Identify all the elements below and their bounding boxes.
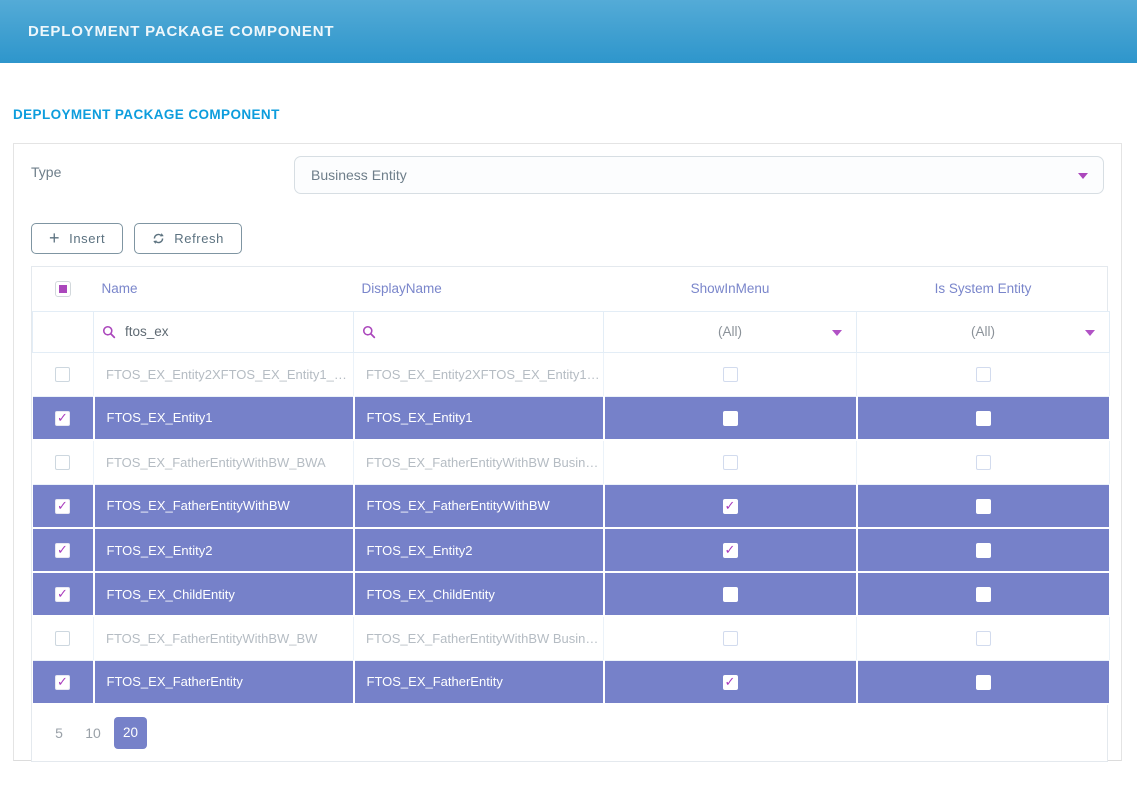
cell-display-name: FTOS_EX_FatherEntityWithBW (353, 484, 605, 529)
toolbar: + Insert Refresh (31, 223, 1104, 254)
is-system-checkbox[interactable] (975, 587, 991, 603)
page-title: DEPLOYMENT PACKAGE COMPONENT (13, 107, 280, 122)
show-in-menu-filter-dropdown[interactable]: (All) (603, 310, 857, 353)
type-label: Type (31, 164, 62, 180)
show-in-menu-checkbox[interactable] (722, 542, 738, 559)
type-form-row: Type Business Entity (31, 156, 1104, 194)
cell-name: FTOS_EX_FatherEntity (93, 660, 355, 705)
table-row[interactable]: FTOS_EX_Entity2 FTOS_EX_Entity2 (32, 528, 1111, 573)
display-name-filter-input[interactable] (385, 324, 578, 339)
table-header-row: Name DisplayName ShowInMenu Is System En… (33, 267, 1110, 311)
cell-display-name: FTOS_EX_Entity2XFTOS_EX_Entity1_M2M (353, 352, 604, 397)
cell-display-name: FTOS_EX_FatherEntityWithBW Business... (353, 616, 604, 661)
is-system-checkbox[interactable] (975, 543, 991, 559)
data-grid: Name DisplayName ShowInMenu Is System En… (31, 266, 1111, 762)
titlebar-title: DEPLOYMENT PACKAGE COMPONENT (28, 23, 335, 40)
show-in-menu-checkbox[interactable] (722, 455, 738, 471)
cell-display-name: FTOS_EX_Entity1 (353, 396, 605, 441)
type-dropdown[interactable]: Business Entity (294, 156, 1104, 194)
is-system-filter-value: (All) (971, 324, 995, 339)
row-select-checkbox[interactable] (55, 674, 70, 690)
table-row[interactable]: FTOS_EX_FatherEntityWithBW_BW FTOS_EX_Fa… (32, 616, 1110, 661)
row-select-checkbox[interactable] (55, 542, 70, 559)
show-in-menu-checkbox[interactable] (722, 631, 738, 647)
pagination: 5 10 20 (32, 705, 1107, 761)
is-system-checkbox[interactable] (975, 367, 991, 383)
refresh-button-label: Refresh (174, 231, 224, 246)
row-select-checkbox[interactable] (55, 455, 71, 471)
cell-name: FTOS_EX_FatherEntityWithBW (93, 484, 355, 529)
is-system-filter-dropdown[interactable]: (All) (856, 310, 1110, 353)
page-size-20[interactable]: 20 (114, 717, 147, 749)
insert-button-label: Insert (69, 231, 106, 246)
show-in-menu-checkbox[interactable] (722, 674, 738, 690)
row-select-checkbox[interactable] (55, 367, 71, 383)
select-all-checkbox[interactable] (55, 280, 71, 297)
filter-row: (All) (All) (32, 310, 1110, 353)
table-row[interactable]: FTOS_EX_FatherEntityWithBW_BWA FTOS_EX_F… (32, 440, 1110, 485)
row-select-checkbox[interactable] (55, 586, 70, 603)
cell-name: FTOS_EX_Entity2 (93, 528, 355, 573)
cell-display-name: FTOS_EX_FatherEntityWithBW Business... (353, 440, 604, 485)
cell-name: FTOS_EX_ChildEntity (93, 572, 355, 617)
type-dropdown-value: Business Entity (311, 167, 407, 183)
column-header-display-name[interactable]: DisplayName (361, 281, 442, 297)
table-row[interactable]: FTOS_EX_FatherEntity FTOS_EX_FatherEntit… (32, 660, 1111, 705)
is-system-checkbox[interactable] (975, 674, 991, 690)
main-panel: Type Business Entity + Insert (13, 143, 1122, 762)
column-header-show-in-menu[interactable]: ShowInMenu (690, 281, 770, 297)
is-system-checkbox[interactable] (975, 455, 991, 471)
column-header-is-system[interactable]: Is System Entity (934, 281, 1032, 297)
column-header-name[interactable]: Name (101, 281, 138, 297)
page-size-10[interactable]: 10 (85, 725, 101, 741)
show-in-menu-checkbox[interactable] (722, 498, 738, 514)
chevron-down-icon (832, 329, 842, 336)
is-system-checkbox[interactable] (975, 498, 991, 514)
page-content: DEPLOYMENT PACKAGE COMPONENT Type Busine… (0, 107, 1137, 762)
cell-name: FTOS_EX_Entity1 (93, 396, 355, 441)
table-row[interactable]: FTOS_EX_Entity1 FTOS_EX_Entity1 (32, 396, 1111, 441)
table-row[interactable]: FTOS_EX_FatherEntityWithBW FTOS_EX_Fathe… (32, 484, 1111, 529)
search-icon (362, 325, 376, 339)
entity-table: Name DisplayName ShowInMenu Is System En… (32, 267, 1111, 705)
show-in-menu-checkbox[interactable] (722, 367, 738, 383)
show-in-menu-filter-value: (All) (718, 324, 742, 339)
chevron-down-icon (1078, 173, 1088, 179)
insert-button[interactable]: + Insert (31, 223, 124, 254)
show-in-menu-checkbox[interactable] (722, 410, 738, 426)
plus-icon: + (49, 227, 61, 248)
table-row[interactable]: FTOS_EX_ChildEntity FTOS_EX_ChildEntity (32, 572, 1111, 617)
page-size-5[interactable]: 5 (55, 725, 63, 741)
table-row[interactable]: FTOS_EX_Entity2XFTOS_EX_Entity1_M2M FTOS… (32, 352, 1110, 397)
cell-display-name: FTOS_EX_Entity2 (353, 528, 605, 573)
is-system-checkbox[interactable] (975, 631, 991, 647)
cell-display-name: FTOS_EX_ChildEntity (353, 572, 605, 617)
cell-name: FTOS_EX_FatherEntityWithBW_BW (93, 616, 354, 661)
cell-display-name: FTOS_EX_FatherEntity (353, 660, 605, 705)
search-icon (102, 325, 116, 339)
row-select-checkbox[interactable] (55, 410, 70, 426)
app-titlebar: DEPLOYMENT PACKAGE COMPONENT (0, 0, 1137, 63)
show-in-menu-checkbox[interactable] (722, 587, 738, 603)
refresh-button[interactable]: Refresh (134, 223, 242, 254)
is-system-checkbox[interactable] (975, 410, 991, 426)
cell-name: FTOS_EX_Entity2XFTOS_EX_Entity1_M2M (93, 352, 354, 397)
cell-name: FTOS_EX_FatherEntityWithBW_BWA (93, 440, 354, 485)
chevron-down-icon (1085, 329, 1095, 336)
row-select-checkbox[interactable] (55, 498, 70, 514)
name-filter-input[interactable] (125, 324, 326, 339)
row-select-checkbox[interactable] (55, 631, 71, 647)
refresh-icon (152, 232, 165, 245)
